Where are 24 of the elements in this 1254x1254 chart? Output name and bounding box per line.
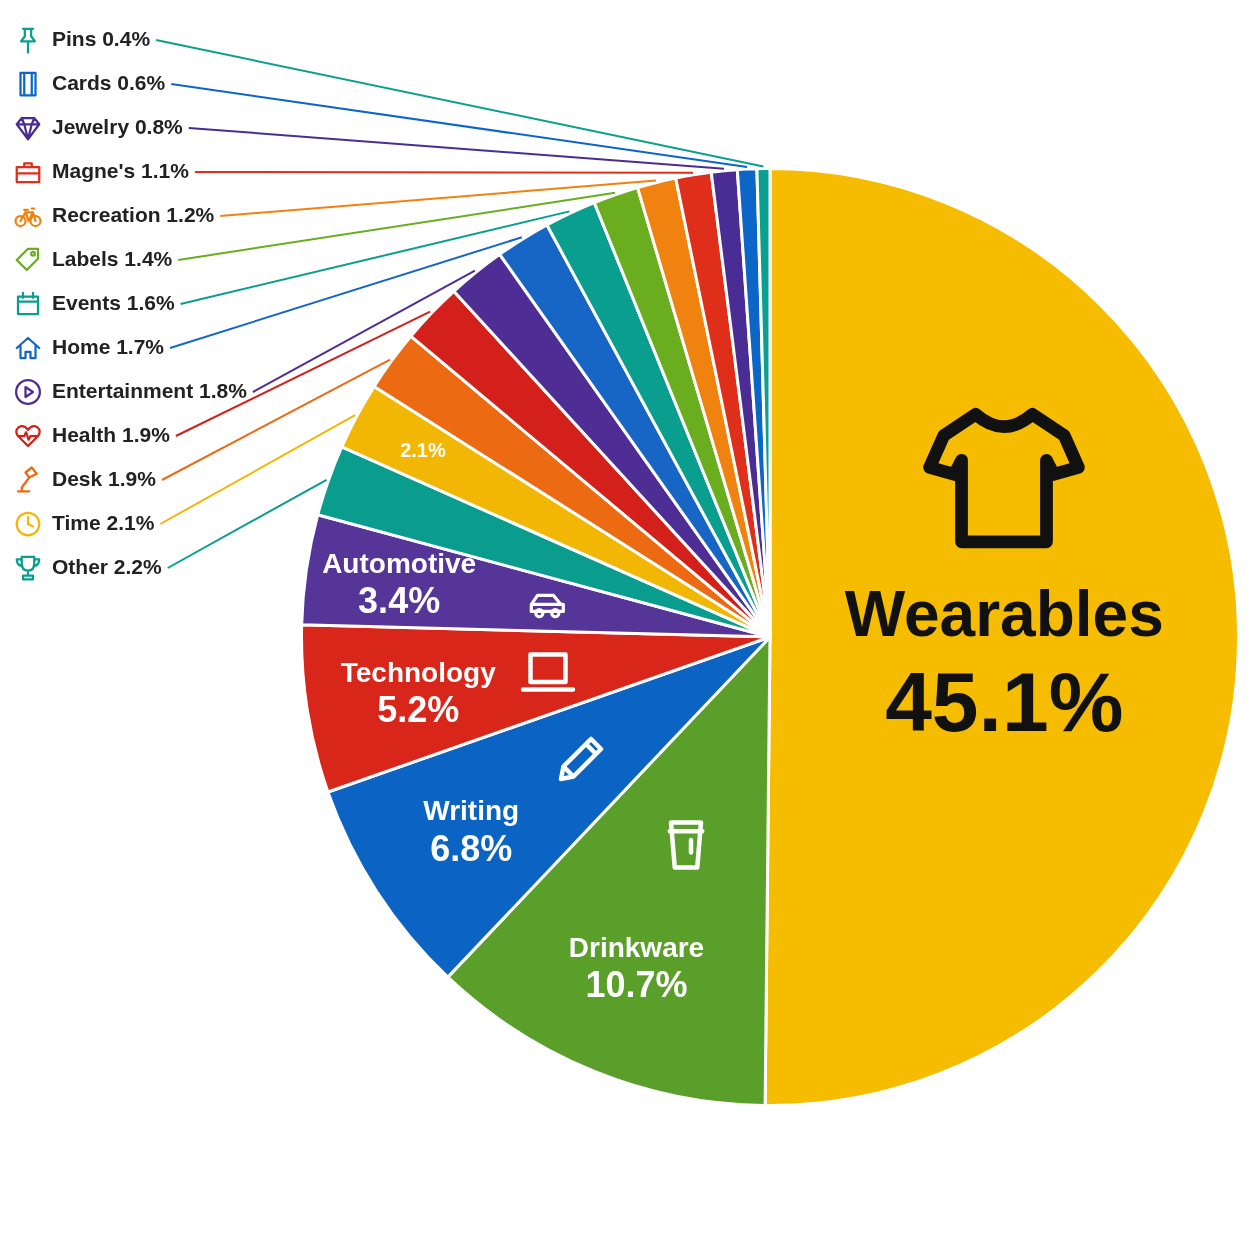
data-label: 2.1% xyxy=(400,438,446,461)
legend-label: Desk 1.9% xyxy=(52,466,157,490)
data-label: 3.4% xyxy=(358,579,441,621)
slice-label: Wearables xyxy=(844,577,1164,650)
legend-label: Cards 0.6% xyxy=(52,70,166,94)
data-label: 45.1% xyxy=(885,655,1124,750)
legend-label: Other 2.2% xyxy=(52,554,163,578)
legend-label: Health 1.9% xyxy=(52,422,171,446)
slice-label: Drinkware xyxy=(568,931,705,963)
data-label: 6.8% xyxy=(430,827,513,869)
legend-label: Time 2.1% xyxy=(52,510,155,534)
data-label: 10.7% xyxy=(585,964,688,1005)
legend-label: Jewelry 0.8% xyxy=(52,114,184,138)
slice-label: Writing xyxy=(423,795,520,827)
slice-label: Technology xyxy=(340,656,497,688)
legend-label: Entertainment 1.8% xyxy=(52,378,248,402)
legend-label: Events 1.6% xyxy=(52,290,175,314)
slice-label: Automotive xyxy=(322,547,477,579)
legend-label: Labels 1.4% xyxy=(52,246,173,270)
legend-label: Home 1.7% xyxy=(52,334,165,358)
data-label: 5.2% xyxy=(377,689,460,731)
legend-label: Magne's 1.1% xyxy=(52,158,190,182)
legend-label: Pins 0.4% xyxy=(52,26,151,50)
legend-label: Recreation 1.2% xyxy=(52,202,215,226)
